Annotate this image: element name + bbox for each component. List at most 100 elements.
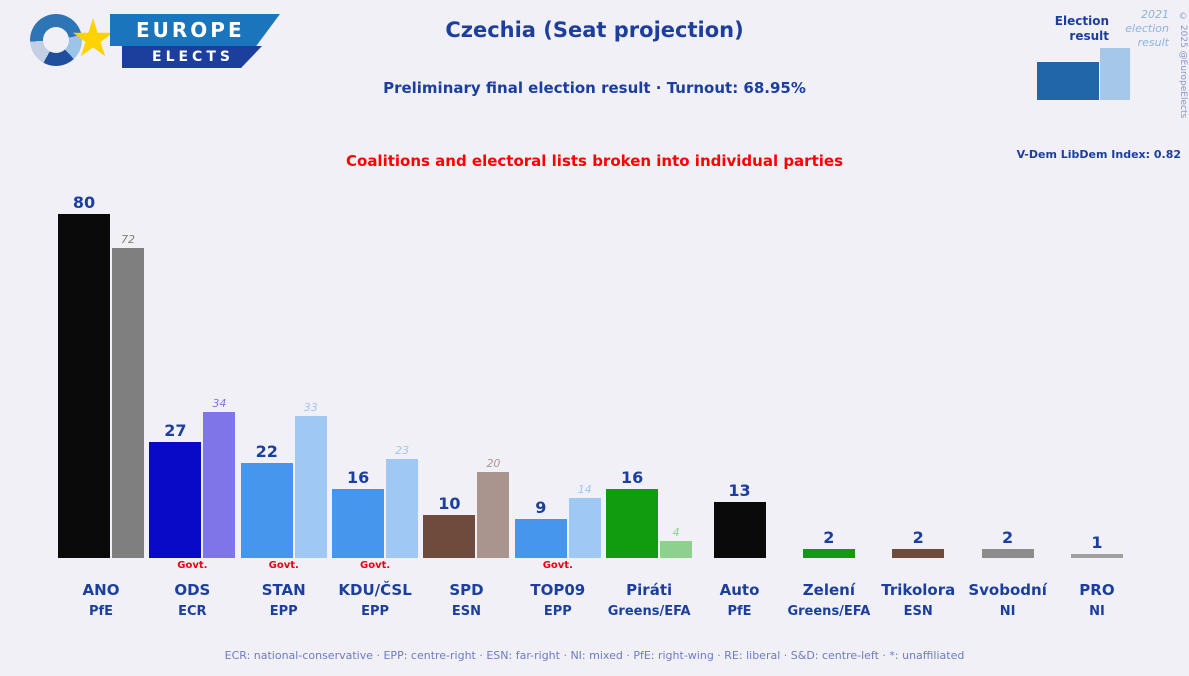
bar-pair: 10 20 <box>423 186 510 558</box>
logo-banner-elects: ELECTS <box>122 46 262 68</box>
previous-bar-unit: 14 <box>568 482 601 558</box>
current-value: 2 <box>912 528 924 548</box>
current-value: 22 <box>255 442 278 462</box>
party-group: EPP <box>361 604 390 619</box>
coalitions-note: Coalitions and electoral lists broken in… <box>346 152 843 170</box>
previous-bar-ANO <box>112 248 144 558</box>
previous-value: 72 <box>121 233 135 247</box>
logo-banner-europe: EUROPE <box>110 14 280 46</box>
vdem-index: V-Dem LibDem Index: 0.82 <box>1016 148 1181 161</box>
party-column-Auto: 13 Auto PfE <box>698 186 782 619</box>
previous-value: 14 <box>577 482 592 496</box>
previous-bar-KDU/ČSL <box>386 459 419 558</box>
previous-bar-unit: 33 <box>294 401 327 558</box>
party-group: Greens/EFA <box>787 604 871 619</box>
party-name: Trikolora <box>881 581 956 599</box>
party-group: PfE <box>727 604 752 619</box>
party-name: ODS <box>174 581 211 599</box>
previous-value: 33 <box>303 401 318 415</box>
party-group: EPP <box>543 604 572 619</box>
bar-SPD <box>423 515 476 558</box>
party-column-KDU/ČSL: 16 23 Govt. KDU/ČSL EPP <box>332 186 419 619</box>
party-name: Auto <box>719 581 760 599</box>
current-value: 2 <box>823 528 835 548</box>
current-bar-unit: 16 <box>332 468 385 558</box>
bar-STAN <box>240 463 293 558</box>
party-name: Piráti <box>626 581 673 599</box>
party-group: NI <box>999 604 1016 619</box>
bar-pair: 16 23 <box>332 186 419 558</box>
party-column-Piráti: 16 4 Piráti Greens/EFA <box>606 186 693 619</box>
current-bar-unit: 2 <box>802 528 855 558</box>
bar-ODS <box>149 441 202 558</box>
legend-previous-bar <box>1100 48 1130 100</box>
current-value: 80 <box>72 193 96 212</box>
party-column-PRO: 1 PRO NI <box>1055 186 1139 619</box>
current-value: 9 <box>535 498 547 518</box>
group-abbreviations-legend: ECR: national-conservative · EPP: centre… <box>224 649 965 662</box>
current-bar-unit: 27 <box>149 420 202 558</box>
party-name: KDU/ČSL <box>338 581 412 599</box>
previous-bar-unit: 23 <box>386 444 419 558</box>
legend-current-bar <box>1037 62 1099 100</box>
current-bar-unit: 2 <box>981 528 1034 558</box>
bar-pair: 2 <box>981 186 1034 558</box>
current-bar-unit: 2 <box>892 528 945 558</box>
bar-pair: 22 33 <box>240 186 327 558</box>
current-bar-unit: 9 <box>514 498 567 558</box>
copyright: © 2025 @EuropeElects <box>1178 12 1188 119</box>
current-bar-unit: 80 <box>58 193 110 558</box>
govt-label: Govt. <box>359 560 391 571</box>
bar-TOP09 <box>514 519 567 558</box>
party-column-ANO: 80 72 ANO PfE <box>58 186 144 619</box>
current-value: 16 <box>346 468 370 488</box>
party-name: SPD <box>449 581 484 599</box>
current-value: 16 <box>621 468 644 488</box>
bar-pair: 16 4 <box>606 186 693 558</box>
party-group: ESN <box>903 604 933 619</box>
current-bar-unit: 13 <box>713 481 766 558</box>
current-value: 10 <box>438 494 461 513</box>
bar-pair: 13 <box>713 186 766 558</box>
party-name: PRO <box>1079 581 1115 599</box>
current-value: 13 <box>728 481 751 501</box>
bar-Auto <box>713 502 766 558</box>
bar-Svobodní <box>981 549 1034 558</box>
bar-PRO <box>1070 553 1123 558</box>
current-bar-unit: 10 <box>423 494 476 558</box>
previous-bar-unit: 20 <box>477 457 510 558</box>
previous-bar-TOP09 <box>568 497 601 558</box>
party-name: STAN <box>261 581 306 599</box>
previous-bar-unit: 72 <box>112 233 144 558</box>
bar-Trikolora <box>892 549 945 558</box>
current-value: 1 <box>1091 532 1103 552</box>
previous-value: 20 <box>486 457 501 470</box>
party-group: ESN <box>451 604 481 619</box>
previous-value: 34 <box>212 396 227 410</box>
party-group: EPP <box>269 604 298 619</box>
bar-KDU/ČSL <box>332 489 385 558</box>
previous-bar-STAN <box>294 416 327 558</box>
party-name: Svobodní <box>968 581 1047 599</box>
bar-pair: 9 14 <box>514 186 601 558</box>
current-value: 2 <box>1002 528 1014 548</box>
previous-bar-unit: 4 <box>660 525 693 558</box>
subtitle: Preliminary final election result · Turn… <box>383 79 806 97</box>
result-legend: Election result 2021 election result <box>1037 8 1169 100</box>
logo-text-europe: EUROPE <box>136 18 245 42</box>
party-group: Greens/EFA <box>607 604 691 619</box>
bar-ANO <box>58 214 110 558</box>
current-value: 27 <box>164 420 187 440</box>
page-title: Czechia (Seat projection) <box>445 18 744 42</box>
legend-previous-label: 2021 election result <box>1125 8 1169 49</box>
previous-value: 23 <box>395 444 410 458</box>
previous-value: 4 <box>672 525 680 539</box>
party-column-Svobodní: 2 Svobodní NI <box>966 186 1050 619</box>
previous-bar-ODS <box>203 411 236 558</box>
govt-label: Govt. <box>177 560 208 571</box>
party-column-TOP09: 9 14 Govt. TOP09 EPP <box>514 186 601 619</box>
current-bar-unit: 1 <box>1070 532 1123 558</box>
previous-bar-Piráti <box>660 540 693 558</box>
legend-current-label: Election result <box>1054 14 1109 43</box>
party-column-SPD: 10 20 SPD ESN <box>423 186 510 619</box>
